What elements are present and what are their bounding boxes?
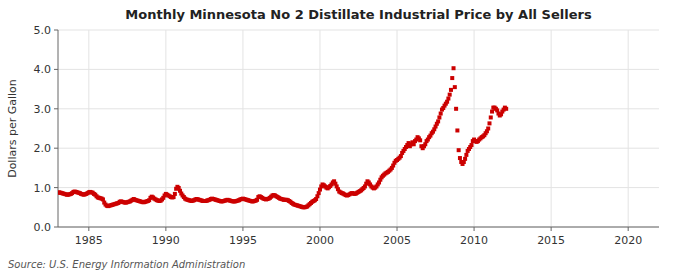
y-grid-line	[58, 30, 659, 31]
x-grid-line	[88, 30, 89, 227]
x-tick-label: 2005	[383, 234, 411, 247]
x-tick-label: 2020	[614, 234, 642, 247]
y-grid-line	[58, 148, 659, 149]
x-tick	[474, 227, 475, 231]
point	[448, 93, 452, 97]
x-tick	[628, 227, 629, 231]
y-grid-line	[58, 227, 659, 228]
y-grid-line	[58, 108, 659, 109]
x-axis-line	[58, 227, 659, 228]
point	[449, 88, 453, 92]
x-tick-label: 2015	[537, 234, 565, 247]
point	[436, 119, 440, 123]
point	[487, 121, 491, 125]
y-tick	[54, 227, 58, 228]
y-tick-label: 0.0	[34, 221, 52, 234]
point	[457, 148, 461, 152]
point	[504, 107, 508, 111]
y-tick	[54, 69, 58, 70]
point	[452, 66, 456, 70]
x-tick-label: 2000	[306, 234, 334, 247]
y-tick	[54, 30, 58, 31]
x-tick	[165, 227, 166, 231]
x-tick	[319, 227, 320, 231]
y-axis-label: Dollars per Gallon	[6, 79, 19, 178]
point	[418, 138, 422, 142]
point	[437, 115, 441, 119]
x-tick	[551, 227, 552, 231]
title: Monthly Minnesota No 2 Distillate Indust…	[125, 7, 592, 22]
point	[454, 107, 458, 111]
x-tick	[88, 227, 89, 231]
x-tick	[397, 227, 398, 231]
point	[464, 153, 468, 157]
points	[58, 66, 508, 209]
point	[458, 156, 462, 160]
y-tick	[54, 187, 58, 188]
point	[453, 85, 457, 89]
point	[173, 192, 177, 196]
y-tick	[54, 148, 58, 149]
chart-container: 1985 1990 1995 2000 2005 2010 2015 2020 0.0 1.0 2.…	[0, 0, 675, 275]
point	[450, 76, 454, 80]
y-tick	[54, 108, 58, 109]
axes: 1985 1990 1995 2000 2005 2010 2015 2020 0.0 1.0 2.…	[34, 24, 660, 247]
plot-background	[58, 30, 659, 227]
point	[455, 128, 459, 132]
y-tick-label: 4.0	[34, 63, 52, 76]
x-grid-line	[628, 30, 629, 227]
x-grid-line	[319, 30, 320, 227]
point	[489, 115, 493, 119]
x-tick-label: 1985	[75, 234, 103, 247]
chart-svg: 1985 1990 1995 2000 2005 2010 2015 2020 0.0 1.0 2.…	[0, 0, 675, 275]
x-tick-label: 2010	[460, 234, 488, 247]
x-grid-line	[551, 30, 552, 227]
point	[486, 127, 490, 131]
x-grid-line	[397, 30, 398, 227]
point	[470, 143, 474, 147]
y-tick-label: 3.0	[34, 103, 52, 116]
y-grid-line	[58, 69, 659, 70]
y-axis-line	[58, 30, 59, 227]
y-tick-label: 2.0	[34, 142, 52, 155]
grid	[58, 30, 659, 227]
x-grid-line	[474, 30, 475, 227]
point	[490, 110, 494, 114]
x-tick	[242, 227, 243, 231]
y-tick-label: 1.0	[34, 182, 52, 195]
point	[439, 112, 443, 116]
y-tick-label: 5.0	[34, 24, 52, 37]
point	[317, 191, 321, 195]
x-tick-label: 1990	[152, 234, 180, 247]
point	[463, 157, 467, 161]
x-tick-label: 1995	[229, 234, 257, 247]
point	[446, 97, 450, 101]
source-note: Source: U.S. Energy Information Administ…	[8, 259, 245, 270]
y-grid-line	[58, 187, 659, 188]
